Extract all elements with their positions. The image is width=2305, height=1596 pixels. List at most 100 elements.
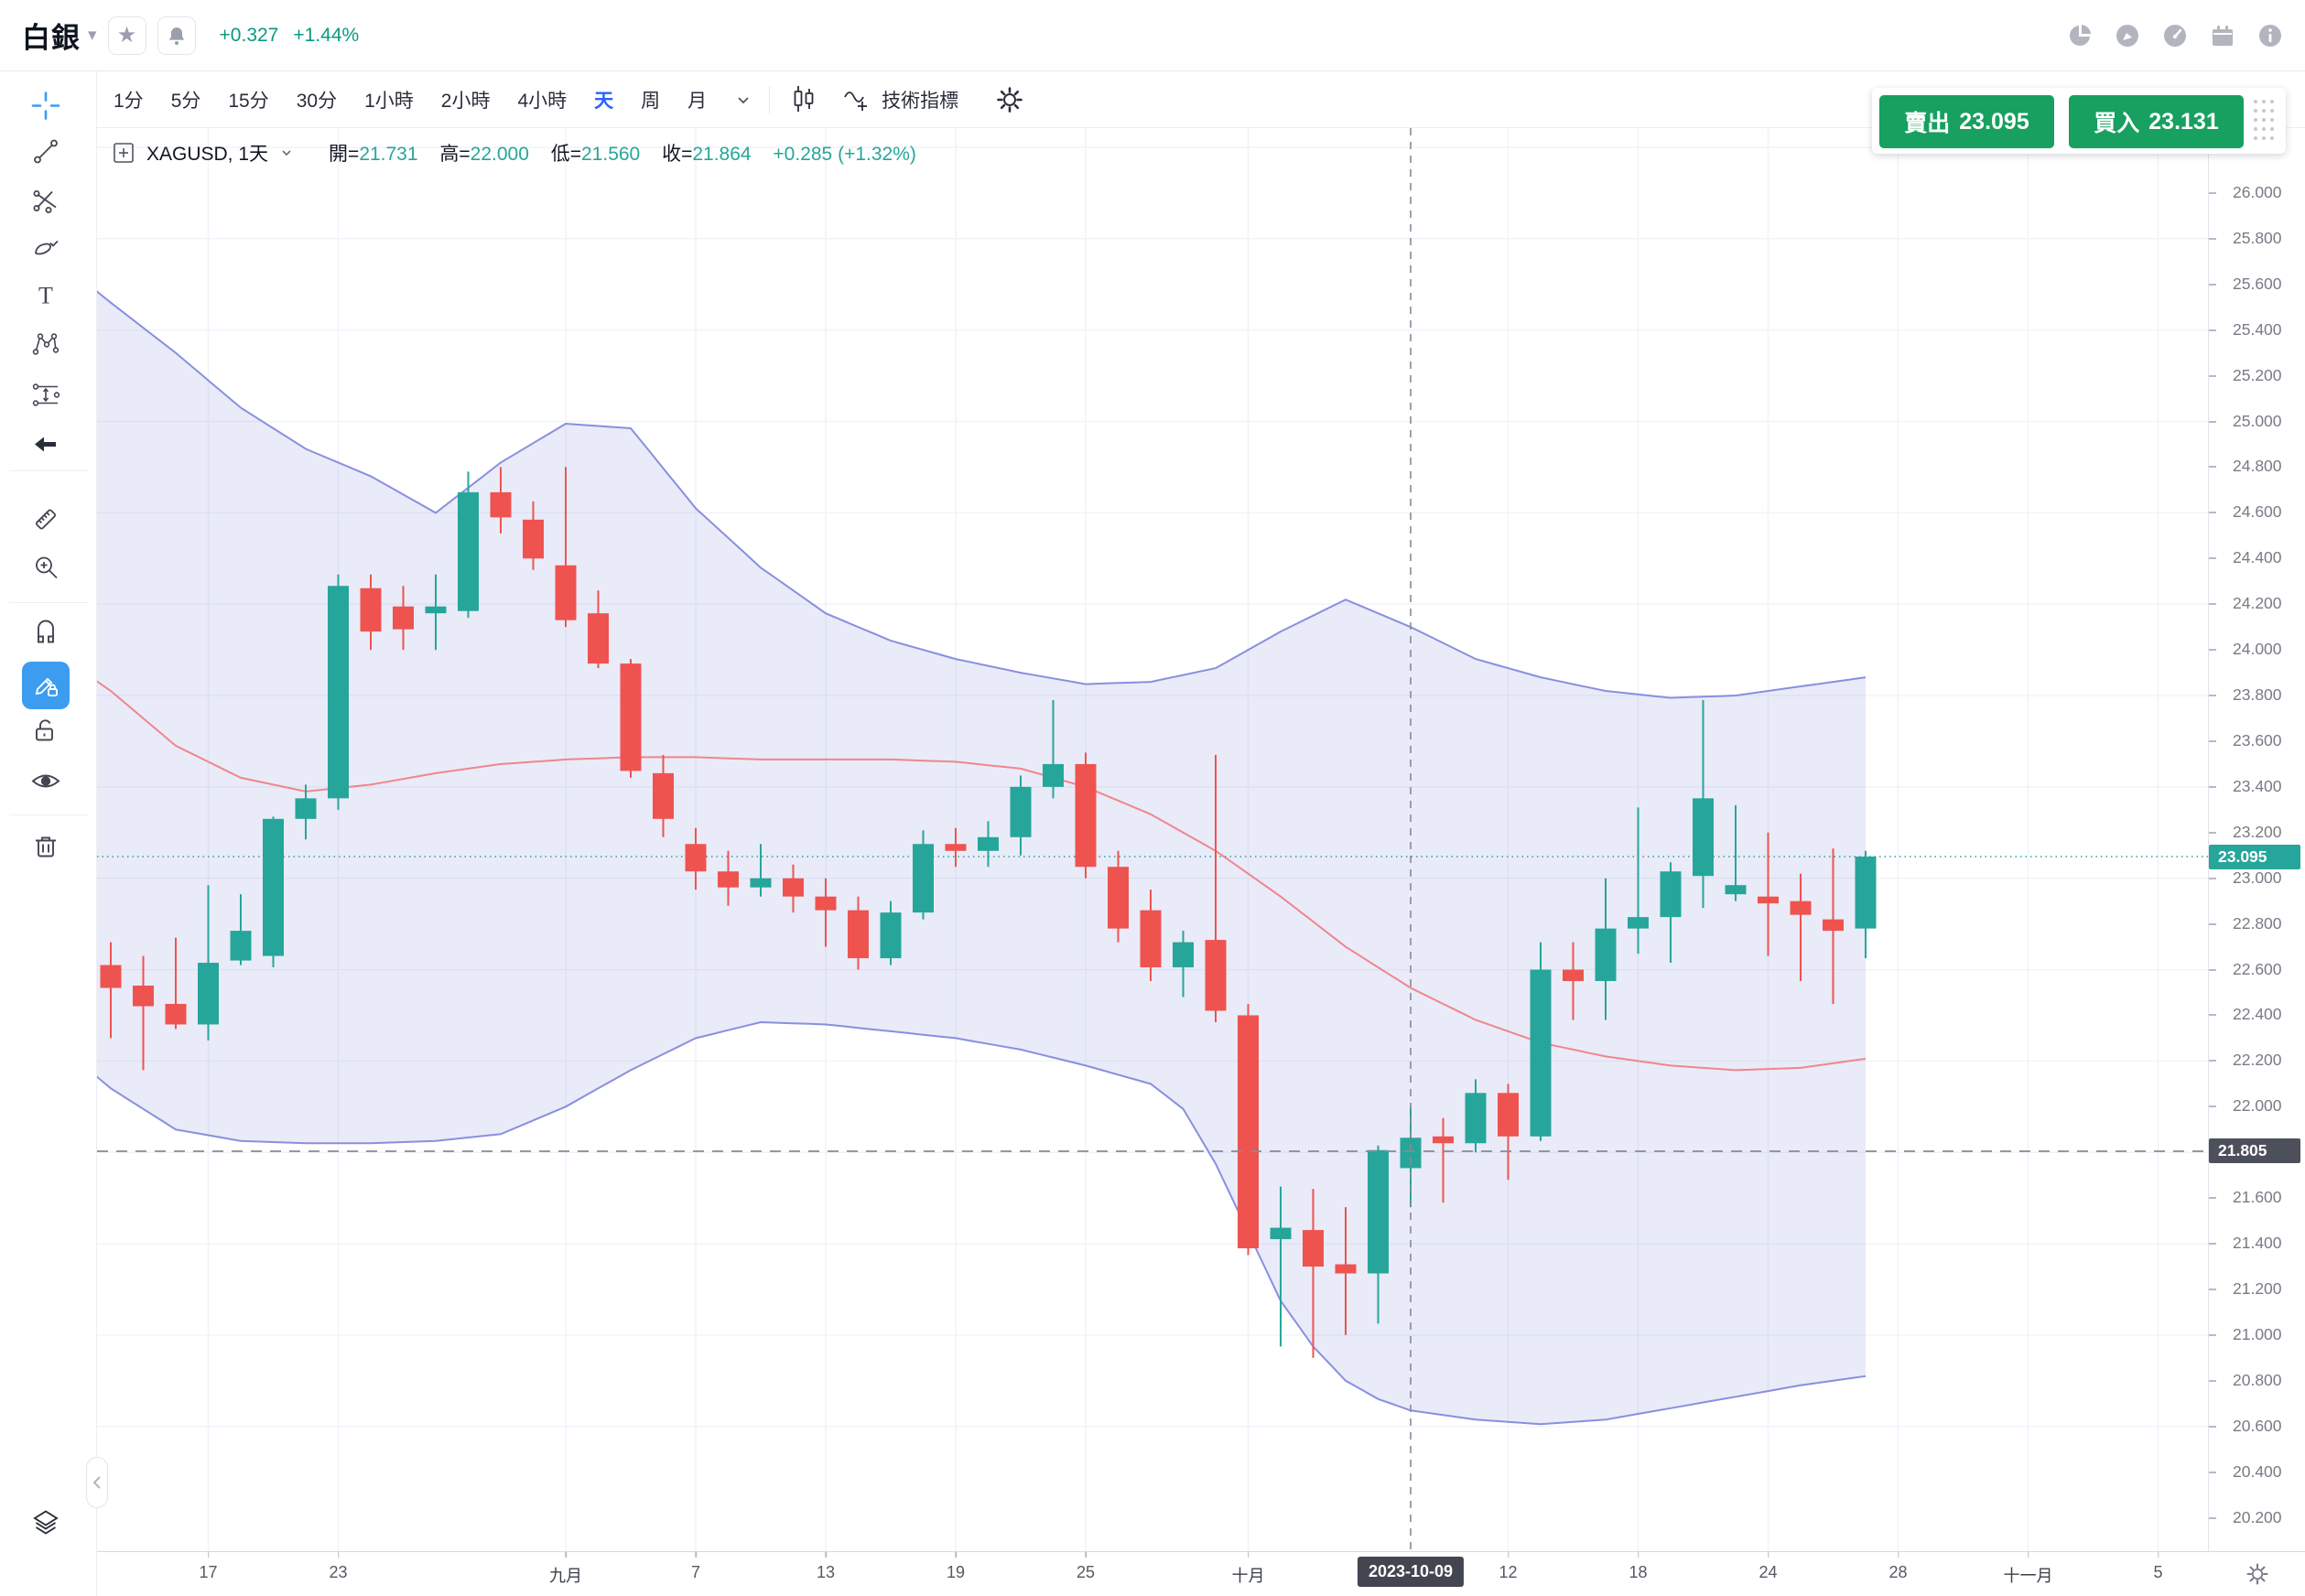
price-axis[interactable]: 20.200 20.400 20.600 20.800 21.000 21.200 21.4…: [2208, 128, 2305, 1551]
remove-drawings-tool[interactable]: [30, 832, 61, 868]
legend-box-plus-icon[interactable]: [112, 141, 135, 165]
candle[interactable]: [1563, 942, 1584, 1020]
brush-tool[interactable]: [30, 232, 61, 267]
cursor-crosshair-tool[interactable]: [29, 90, 62, 127]
candle[interactable]: [490, 467, 512, 534]
timeframe-5分[interactable]: 5分: [170, 90, 201, 112]
candle[interactable]: [393, 586, 414, 651]
candle[interactable]: [1823, 848, 1844, 1004]
legend-symbol-interval[interactable]: XAGUSD, 1天: [146, 144, 269, 165]
candle[interactable]: [1270, 1186, 1292, 1347]
candle[interactable]: [1238, 1003, 1259, 1256]
candle[interactable]: [1140, 890, 1162, 982]
object-tree-tool[interactable]: [29, 1507, 62, 1545]
candle[interactable]: [1790, 873, 1812, 982]
hide-drawings-tool[interactable]: [29, 765, 62, 803]
favorite-button[interactable]: ★: [107, 16, 146, 55]
arrow-tool[interactable]: [30, 429, 61, 465]
candle[interactable]: [1855, 850, 1877, 959]
sell-button[interactable]: 賣出 23.095: [1879, 95, 2054, 148]
candle[interactable]: [555, 467, 577, 628]
candle[interactable]: [685, 827, 707, 890]
pattern-tool[interactable]: [30, 329, 61, 364]
trend-line-tool[interactable]: [30, 136, 61, 172]
timeframe-1分[interactable]: 1分: [114, 90, 144, 112]
candle[interactable]: [783, 864, 804, 913]
candle[interactable]: [1335, 1207, 1357, 1335]
candle[interactable]: [945, 827, 967, 868]
candle[interactable]: [360, 574, 382, 651]
candle[interactable]: [588, 590, 609, 669]
candle[interactable]: [620, 659, 642, 778]
candle[interactable]: [523, 501, 544, 570]
candle[interactable]: [1173, 931, 1194, 998]
axis-settings-gear-icon[interactable]: [2245, 1561, 2270, 1587]
candle[interactable]: [458, 471, 479, 619]
buy-button[interactable]: 買入 23.131: [2069, 95, 2244, 148]
gauge-icon[interactable]: [2162, 23, 2188, 49]
candle[interactable]: [295, 784, 317, 840]
candle[interactable]: [1628, 807, 1649, 954]
timeframe-more-chevron-icon[interactable]: [734, 91, 752, 109]
pie-chart-icon[interactable]: [2067, 23, 2093, 49]
candle[interactable]: [425, 574, 447, 651]
candle[interactable]: [848, 896, 869, 970]
info-icon[interactable]: [2257, 23, 2283, 49]
candle[interactable]: [1498, 1084, 1519, 1181]
candle[interactable]: [198, 885, 219, 1041]
candle[interactable]: [1108, 850, 1129, 943]
candle[interactable]: [1465, 1079, 1487, 1153]
candle[interactable]: [880, 900, 902, 965]
candle[interactable]: [165, 937, 187, 1030]
magnet-tool[interactable]: [29, 615, 62, 652]
candle[interactable]: [328, 574, 349, 810]
alert-button[interactable]: [157, 16, 196, 55]
candle[interactable]: [230, 894, 252, 965]
candle[interactable]: [750, 844, 772, 897]
timeframe-1小時[interactable]: 1小時: [364, 90, 414, 112]
timeframe-15分[interactable]: 15分: [228, 90, 269, 112]
candle[interactable]: [1303, 1189, 1324, 1358]
timeframe-2小時[interactable]: 2小時: [440, 90, 491, 112]
zoom-in-tool[interactable]: [30, 552, 61, 588]
unlock-tool[interactable]: [30, 716, 61, 751]
candle[interactable]: [1693, 700, 1714, 909]
candle[interactable]: [913, 830, 934, 920]
drawing-lock-tool-active[interactable]: [22, 662, 70, 709]
candle[interactable]: [978, 821, 999, 868]
text-tool[interactable]: T: [30, 281, 61, 317]
candle[interactable]: [1725, 804, 1747, 901]
candle[interactable]: [1010, 775, 1032, 856]
candle[interactable]: [653, 754, 674, 837]
symbol-dropdown-caret-icon[interactable]: ▾: [88, 26, 97, 45]
pitchfork-tool[interactable]: [30, 186, 61, 221]
calendar-icon[interactable]: [2210, 23, 2235, 49]
collapse-rail-handle[interactable]: [86, 1457, 108, 1508]
candle[interactable]: [1530, 942, 1552, 1141]
timeframe-周[interactable]: 周: [641, 90, 661, 112]
candle[interactable]: [1205, 754, 1227, 1022]
candle[interactable]: [133, 955, 154, 1071]
timeframe-30分[interactable]: 30分: [296, 90, 338, 112]
candle[interactable]: [1433, 1117, 1454, 1203]
chart-settings-button[interactable]: [995, 85, 1024, 114]
legend-chevron-icon[interactable]: [279, 146, 294, 160]
candle[interactable]: [263, 816, 284, 968]
trade-panel-drag-handle[interactable]: [2251, 97, 2277, 145]
candle[interactable]: [718, 850, 739, 906]
candle[interactable]: [100, 942, 122, 1039]
candle[interactable]: [815, 878, 837, 947]
timeframe-天[interactable]: 天: [594, 90, 614, 112]
candle-style-button[interactable]: [790, 84, 817, 115]
candle[interactable]: [1368, 1145, 1389, 1324]
measure-tool[interactable]: [29, 503, 62, 541]
candle[interactable]: [1075, 752, 1097, 879]
timeframe-4小時[interactable]: 4小時: [517, 90, 568, 112]
compass-icon[interactable]: [2115, 23, 2140, 49]
candle[interactable]: [1758, 832, 1779, 956]
timeframe-月[interactable]: 月: [687, 90, 708, 112]
projection-tool[interactable]: [30, 380, 61, 415]
candle[interactable]: [1595, 878, 1617, 1020]
candle[interactable]: [1043, 700, 1064, 799]
time-axis[interactable]: 17 23 九月 7 13 19 25 十月 12 18 24 28 十一月 5 2023-10-09: [97, 1551, 2208, 1596]
